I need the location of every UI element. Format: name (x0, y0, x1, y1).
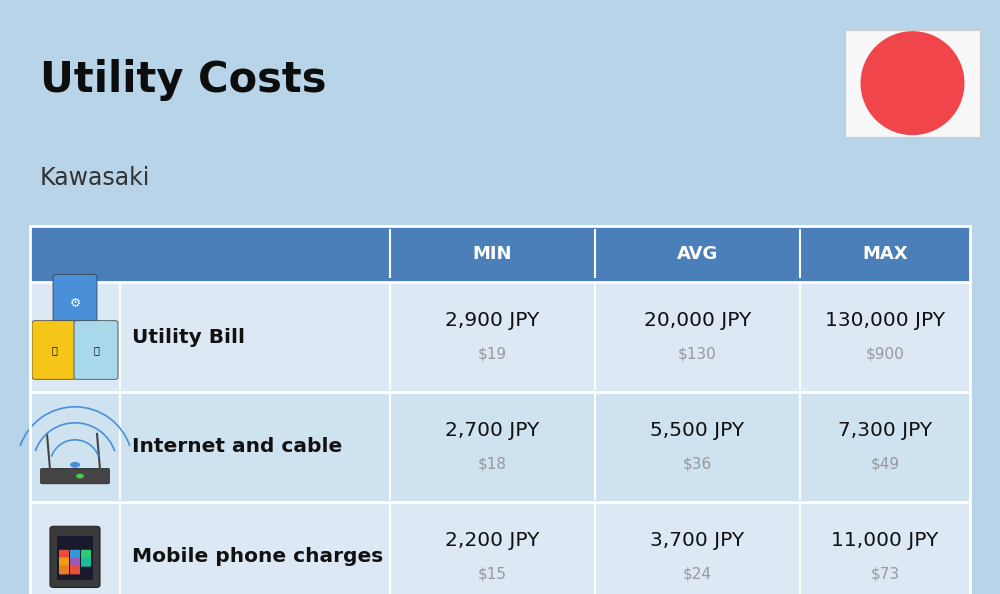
FancyBboxPatch shape (81, 558, 91, 567)
FancyBboxPatch shape (74, 321, 118, 380)
FancyBboxPatch shape (50, 526, 100, 587)
FancyBboxPatch shape (30, 282, 970, 392)
Ellipse shape (860, 31, 964, 135)
Text: 130,000 JPY: 130,000 JPY (825, 311, 945, 330)
Text: $49: $49 (870, 456, 900, 471)
Text: MAX: MAX (862, 245, 908, 263)
FancyBboxPatch shape (845, 30, 980, 137)
Text: $36: $36 (683, 456, 712, 471)
FancyBboxPatch shape (70, 550, 80, 559)
FancyBboxPatch shape (70, 558, 80, 567)
Text: 2,900 JPY: 2,900 JPY (445, 311, 540, 330)
Text: 7,300 JPY: 7,300 JPY (838, 421, 932, 440)
Text: 🚰: 🚰 (93, 345, 99, 355)
FancyBboxPatch shape (40, 468, 110, 484)
Text: $130: $130 (678, 346, 717, 361)
Text: $900: $900 (866, 346, 904, 361)
Text: 3,700 JPY: 3,700 JPY (650, 531, 745, 549)
FancyBboxPatch shape (30, 226, 970, 282)
Text: $24: $24 (683, 566, 712, 581)
FancyBboxPatch shape (59, 565, 69, 574)
Text: $73: $73 (870, 566, 900, 581)
Text: Utility Bill: Utility Bill (132, 328, 245, 346)
FancyBboxPatch shape (81, 550, 91, 559)
FancyBboxPatch shape (30, 502, 970, 594)
Text: Kawasaki: Kawasaki (40, 166, 150, 190)
Text: Mobile phone charges: Mobile phone charges (132, 548, 383, 566)
Text: ⚙: ⚙ (69, 297, 81, 310)
Text: 11,000 JPY: 11,000 JPY (831, 531, 939, 549)
FancyBboxPatch shape (57, 536, 93, 580)
FancyBboxPatch shape (32, 321, 76, 380)
Text: $19: $19 (478, 346, 507, 361)
Text: 5,500 JPY: 5,500 JPY (650, 421, 745, 440)
Text: Internet and cable: Internet and cable (132, 438, 342, 456)
Text: $18: $18 (478, 456, 507, 471)
Circle shape (76, 474, 84, 479)
Text: Utility Costs: Utility Costs (40, 59, 326, 102)
Text: 🔌: 🔌 (51, 345, 57, 355)
Text: 2,700 JPY: 2,700 JPY (445, 421, 540, 440)
Text: 20,000 JPY: 20,000 JPY (644, 311, 751, 330)
FancyBboxPatch shape (53, 274, 97, 333)
FancyBboxPatch shape (30, 392, 970, 502)
FancyBboxPatch shape (70, 565, 80, 574)
Text: 2,200 JPY: 2,200 JPY (445, 531, 540, 549)
Circle shape (70, 462, 80, 468)
FancyBboxPatch shape (59, 558, 69, 567)
Text: AVG: AVG (677, 245, 718, 263)
Text: $15: $15 (478, 566, 507, 581)
FancyBboxPatch shape (59, 550, 69, 559)
Text: MIN: MIN (473, 245, 512, 263)
